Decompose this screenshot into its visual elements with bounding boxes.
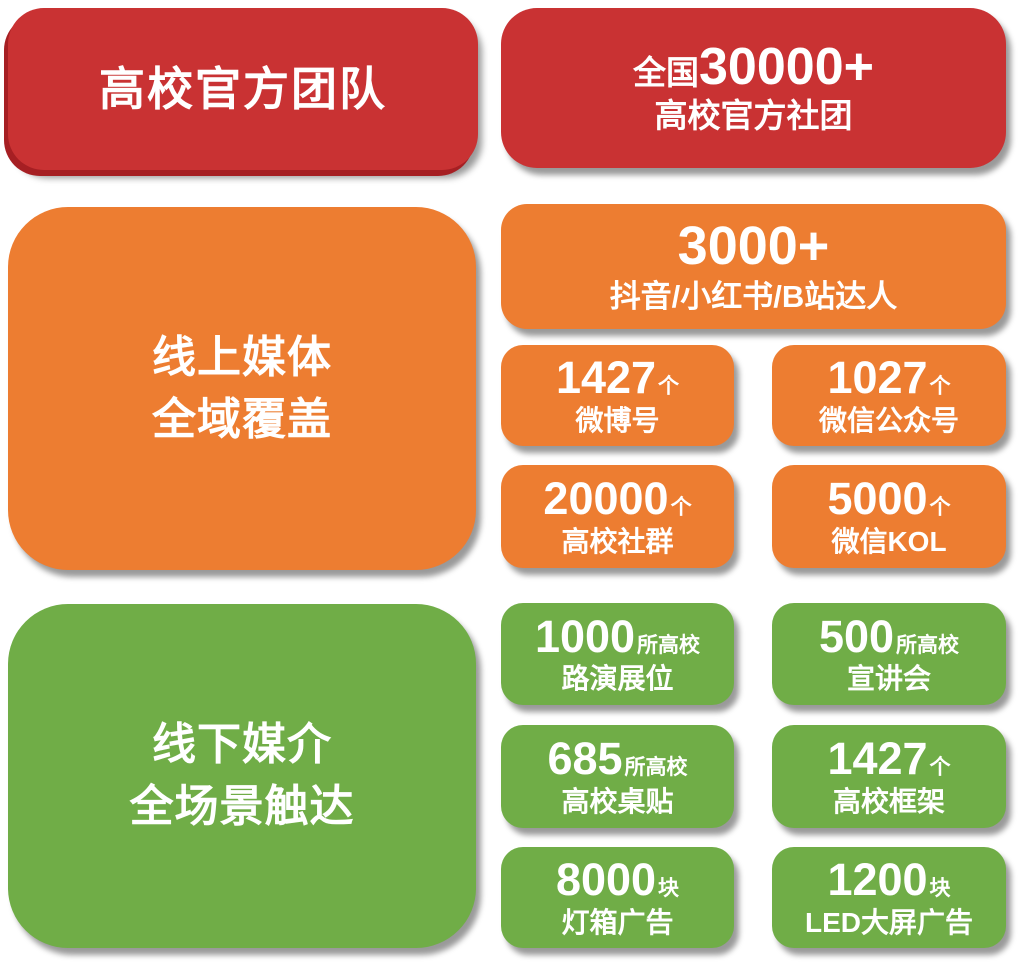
official-clubs-label: 高校官方社团 [654, 96, 853, 134]
presentation-unit: 所高校 [896, 633, 960, 657]
campus-groups-number: 20000 [543, 473, 669, 525]
card-campus-groups-stat: 20000个 高校社群 [501, 465, 734, 568]
wechat-kol-unit: 个 [929, 496, 951, 520]
card-weibo-stat: 1427个 微博号 [501, 345, 734, 446]
wechat-official-number: 1027 [827, 352, 928, 404]
kol-platforms-number: 3000+ [677, 216, 830, 277]
wechat-official-unit: 个 [929, 375, 951, 399]
campus-frame-number-line: 1427个 [827, 735, 950, 782]
online-media-title-line1: 线上媒体 [152, 332, 332, 382]
roadshow-number-line: 1000所高校 [535, 613, 700, 660]
card-led-screen-stat: 1200块 LED大屏广告 [772, 847, 1006, 948]
wechat-kol-label: 微信KOL [831, 525, 947, 557]
campus-groups-unit: 个 [670, 496, 692, 520]
presentation-label: 宣讲会 [846, 663, 931, 695]
campus-frame-label: 高校框架 [832, 785, 945, 817]
desk-sticker-unit: 所高校 [624, 756, 688, 780]
wechat-kol-number: 5000 [827, 473, 928, 525]
offline-media-title-line1: 线下媒介 [152, 720, 332, 770]
official-clubs-number: 30000+ [699, 38, 874, 97]
card-desk-sticker-stat: 685所高校 高校桌贴 [501, 725, 734, 828]
roadshow-unit: 所高校 [637, 633, 701, 657]
official-clubs-number-line: 全国30000+ [633, 40, 874, 95]
online-media-title-line2: 全域覆盖 [152, 394, 332, 444]
campus-frame-unit: 个 [929, 756, 951, 780]
campus-groups-label: 高校社群 [561, 525, 674, 557]
online-media-title: 线上媒体 全域覆盖 [152, 327, 332, 450]
wechat-official-label: 微信公众号 [818, 404, 959, 436]
wechat-official-number-line: 1027个 [827, 354, 950, 401]
card-lightbox-stat: 8000块 灯箱广告 [501, 847, 734, 948]
presentation-number-line: 500所高校 [819, 613, 959, 660]
card-official-teams: 高校官方团队 [8, 8, 478, 170]
card-wechat-kol-stat: 5000个 微信KOL [772, 465, 1006, 568]
presentation-number: 500 [818, 610, 895, 662]
weibo-unit: 个 [658, 375, 680, 399]
offline-media-title-line2: 全场景触达 [129, 782, 355, 831]
card-online-media: 线上媒体 全域覆盖 [8, 207, 476, 570]
led-screen-unit: 块 [929, 877, 951, 901]
led-screen-number: 1200 [827, 854, 928, 906]
lightbox-number-line: 8000块 [556, 856, 679, 903]
card-kol-platforms-stat: 3000+ 抖音/小红书/B站达人 [501, 204, 1006, 329]
card-campus-frame-stat: 1427个 高校框架 [772, 725, 1006, 828]
card-official-clubs-stat: 全国30000+ 高校官方社团 [501, 8, 1006, 168]
official-clubs-prefix: 全国 [633, 54, 700, 92]
weibo-label: 微博号 [575, 404, 660, 436]
roadshow-label: 路演展位 [561, 663, 674, 695]
card-roadshow-stat: 1000所高校 路演展位 [501, 603, 734, 705]
card-presentation-stat: 500所高校 宣讲会 [772, 603, 1006, 705]
lightbox-unit: 块 [658, 877, 680, 901]
offline-media-title: 线下媒介 全场景触达 [130, 714, 355, 837]
wechat-kol-number-line: 5000个 [827, 475, 950, 522]
campus-groups-number-line: 20000个 [543, 475, 691, 522]
campus-frame-number: 1427 [827, 733, 928, 785]
lightbox-number: 8000 [555, 854, 657, 906]
desk-sticker-label: 高校桌贴 [561, 785, 674, 817]
weibo-number: 1427 [555, 352, 657, 404]
kol-platforms-label: 抖音/小红书/B站达人 [609, 279, 898, 315]
lightbox-label: 灯箱广告 [561, 906, 674, 938]
official-teams-title: 高校官方团队 [99, 62, 387, 115]
roadshow-number: 1000 [534, 610, 636, 662]
card-wechat-official-stat: 1027个 微信公众号 [772, 345, 1006, 446]
led-screen-number-line: 1200块 [827, 856, 950, 903]
led-screen-label: LED大屏广告 [804, 906, 973, 938]
weibo-number-line: 1427个 [556, 354, 679, 401]
card-offline-media: 线下媒介 全场景触达 [8, 604, 476, 948]
desk-sticker-number-line: 685所高校 [547, 735, 687, 782]
desk-sticker-number: 685 [547, 733, 623, 785]
